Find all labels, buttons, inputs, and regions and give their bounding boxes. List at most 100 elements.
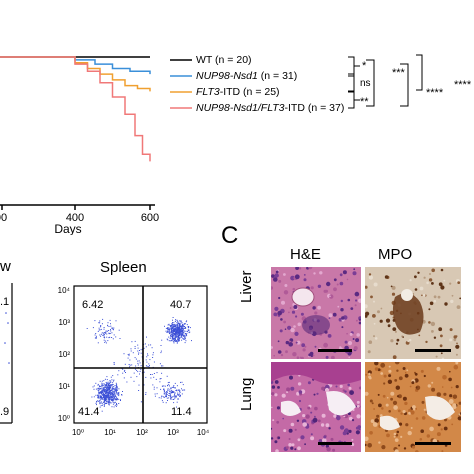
flow-event-dot xyxy=(175,331,177,333)
tissue-cell xyxy=(383,374,387,378)
flow-event-dot xyxy=(172,326,174,328)
flow-event-dot xyxy=(169,385,170,387)
flow-event-dot xyxy=(172,338,174,339)
flow-event-dot xyxy=(181,335,182,337)
flow-event-dot xyxy=(177,320,178,322)
tissue-cell xyxy=(440,268,444,272)
flow-event-dot xyxy=(112,399,114,401)
flow-event-dot xyxy=(167,324,169,326)
flow-event-dot xyxy=(134,346,136,348)
flow-event-dot xyxy=(175,390,177,391)
flow-event-dot xyxy=(122,372,124,374)
flow-event-dot xyxy=(185,321,187,323)
flow-event-dot xyxy=(180,320,182,322)
tissue-cell xyxy=(347,341,353,346)
flow-event-dot xyxy=(104,397,106,399)
flow-event-dot xyxy=(116,390,118,391)
flow-event-dot xyxy=(108,386,110,388)
flow-event-dot xyxy=(137,364,139,366)
flow-event-dot xyxy=(189,331,191,333)
flow-event-dot xyxy=(100,335,102,337)
tissue-cell xyxy=(294,331,299,336)
flow-event-dot xyxy=(106,382,108,384)
flow-event-dot xyxy=(179,334,181,336)
x-tick-e: 10⁴ xyxy=(197,428,210,437)
flow-event-dot xyxy=(164,385,166,387)
flow-event-dot xyxy=(189,327,191,329)
flow-event-dot xyxy=(170,325,172,326)
flow-event-dot xyxy=(131,364,133,366)
tissue-cell xyxy=(427,384,431,388)
flow-event-dot xyxy=(116,386,117,388)
tissue-cell xyxy=(271,346,273,349)
flow-event-dot xyxy=(173,333,175,334)
flow-event-dot xyxy=(110,389,112,391)
flow-event-dot xyxy=(167,339,169,341)
flow-event-dot xyxy=(177,328,179,330)
flow-event-dot xyxy=(145,376,147,378)
tissue-cell xyxy=(400,412,403,415)
flow-event-dot xyxy=(173,402,175,404)
flow-event-dot xyxy=(117,393,119,395)
flow-event-dot xyxy=(100,333,102,335)
tissue-cell xyxy=(393,405,398,410)
flow-event-dot xyxy=(181,332,183,334)
flow-event-dot xyxy=(101,395,103,397)
tissue-cell xyxy=(383,382,386,385)
tissue-cell xyxy=(421,294,423,297)
flow-event-dot xyxy=(185,334,187,336)
flow-event-dot xyxy=(183,332,185,334)
tissue-cell xyxy=(455,344,460,349)
flow-event-dot xyxy=(173,387,175,389)
tissue-cell xyxy=(292,352,297,357)
flow-event-dot xyxy=(182,324,184,326)
tissue-cell xyxy=(457,416,461,421)
flow-event-dot xyxy=(110,399,112,401)
flow-event-dot xyxy=(112,392,114,394)
spleen-title: Spleen xyxy=(100,259,147,276)
tissue-cell xyxy=(349,332,353,336)
flow-event-dot xyxy=(114,394,116,396)
flow-event-dot xyxy=(172,339,174,340)
sig-5: **** xyxy=(426,87,444,99)
flow-event-dot xyxy=(91,396,93,398)
flow-event-dot xyxy=(105,400,107,402)
flow-event-dot xyxy=(170,340,172,342)
tissue-cell xyxy=(275,270,279,274)
tissue-cell xyxy=(440,352,443,355)
tissue-cell xyxy=(342,389,345,392)
flow-event-dot xyxy=(172,337,174,339)
flow-event-dot xyxy=(175,327,177,329)
tissue-cell xyxy=(317,419,321,423)
x-axis-label: Days xyxy=(54,222,81,235)
tissue-cell xyxy=(373,300,375,303)
flow-event-dot xyxy=(179,330,181,331)
tissue-cell xyxy=(423,276,426,279)
flow-event-dot xyxy=(98,393,100,395)
flow-event-dot xyxy=(116,387,118,389)
tissue-cell xyxy=(348,416,353,421)
flow-event-dot xyxy=(175,387,176,389)
tissue-cell xyxy=(456,342,458,345)
flow-event-dot xyxy=(171,327,173,329)
tissue-cell xyxy=(281,300,285,305)
quad-top-right: 40.7 xyxy=(170,299,191,311)
tissue-cell xyxy=(325,444,329,448)
flow-event-dot xyxy=(109,398,111,400)
tissue-cell xyxy=(303,278,307,282)
tissue-cell xyxy=(356,333,360,337)
flow-event-dot xyxy=(166,391,168,393)
flow-event-dot xyxy=(104,378,106,380)
tissue-cell xyxy=(428,321,431,324)
flow-event-dot xyxy=(174,338,175,340)
tissue-cell xyxy=(319,271,323,275)
flow-event-dot xyxy=(178,336,180,338)
tissue-cell xyxy=(449,338,453,342)
flow-event-dot xyxy=(137,362,139,364)
flow-event-dot xyxy=(123,377,125,379)
flow-event-dot xyxy=(101,332,103,334)
tissue-cell xyxy=(413,408,416,411)
scalebar-mpo-liver xyxy=(415,349,451,352)
tissue-cell xyxy=(431,268,435,273)
flow-event-dot xyxy=(106,336,108,338)
